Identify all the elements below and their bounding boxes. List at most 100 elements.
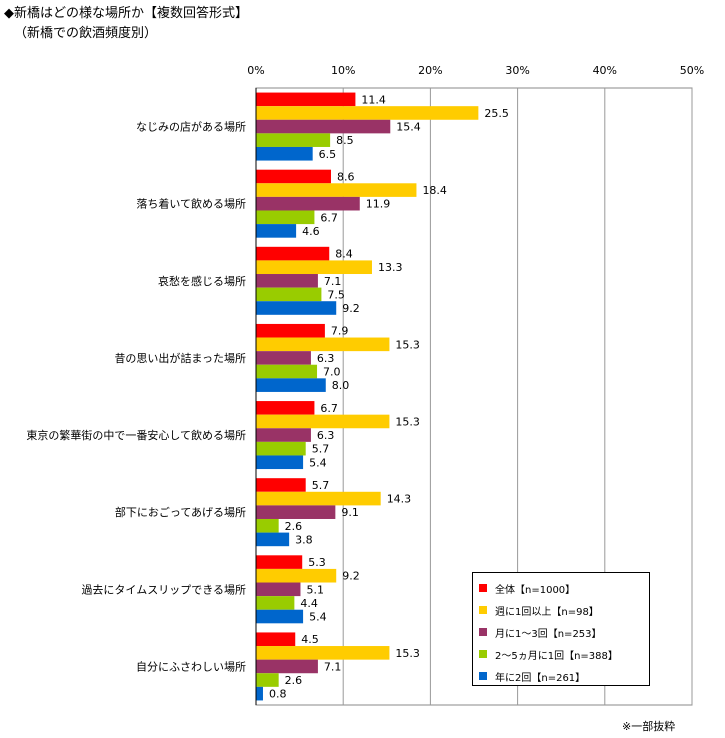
x-tick-label: 30% <box>505 64 529 77</box>
chart-subtitle: （新橋での飲酒頻度別） <box>14 26 158 41</box>
bar <box>256 632 296 647</box>
data-label: 6.7 <box>320 211 338 224</box>
legend-swatch <box>479 650 487 658</box>
bar <box>256 133 331 147</box>
bar <box>256 532 290 547</box>
x-tick-label: 50% <box>680 64 704 77</box>
bar <box>256 555 303 569</box>
bar <box>256 568 337 583</box>
bar <box>256 260 372 275</box>
data-label: 5.3 <box>308 556 326 569</box>
data-label: 2.6 <box>285 674 303 687</box>
category-label: 哀愁を感じる場所 <box>158 274 246 288</box>
legend-item: 全体【n=1000】 <box>479 577 649 599</box>
data-label: 11.9 <box>366 198 391 211</box>
data-label: 15.3 <box>395 338 420 351</box>
bar <box>256 596 295 610</box>
data-label: 4.6 <box>302 225 320 238</box>
legend-label: 全体【n=1000】 <box>495 584 576 596</box>
legend-swatch <box>479 606 487 614</box>
data-label: 11.4 <box>361 93 386 106</box>
bar <box>256 455 304 470</box>
chart-legend: 全体【n=1000】週に1回以上【n=98】 月に1～3回【n=253】 2～5ヵ月… <box>472 572 650 686</box>
data-label: 15.3 <box>395 415 420 428</box>
data-label: 15.3 <box>395 647 420 660</box>
data-label: 14.3 <box>387 493 412 506</box>
legend-swatch <box>479 672 487 680</box>
x-tick-label: 20% <box>418 64 442 77</box>
data-label: 5.1 <box>306 583 324 596</box>
data-label: 9.2 <box>342 570 360 583</box>
data-label: 6.7 <box>320 402 338 415</box>
data-label: 8.5 <box>336 134 354 147</box>
x-tick-label: 0% <box>247 64 264 77</box>
bar <box>256 146 313 161</box>
bar <box>256 582 301 597</box>
bar <box>256 491 381 506</box>
data-label: 6.3 <box>317 352 335 365</box>
legend-item: 2～5ヵ月に1回【n=388】 <box>479 643 649 665</box>
bar <box>256 106 479 120</box>
data-label: 5.4 <box>309 456 327 469</box>
category-label: 過去にタイムスリップできる場所 <box>81 583 246 596</box>
data-label: 3.8 <box>295 533 313 546</box>
data-label: 6.3 <box>317 429 335 442</box>
data-label: 25.5 <box>484 107 509 120</box>
category-label: 落ち着いて飲める場所 <box>136 197 246 211</box>
bar <box>256 351 311 365</box>
bar <box>256 659 318 674</box>
data-label: 8.4 <box>335 248 353 261</box>
bar <box>256 505 336 519</box>
bar <box>256 274 318 288</box>
bar <box>256 224 297 238</box>
data-label: 15.4 <box>396 121 421 134</box>
category-label: 自分にふさわしい場所 <box>136 660 246 673</box>
category-label: 東京の繁華街の中で一番安心して飲める場所 <box>26 428 246 442</box>
legend-label: 月に1～3回【n=253】 <box>495 628 602 640</box>
data-label: 18.4 <box>422 184 447 197</box>
chart-title: ◆新橋はどの様な場所か【複数回答形式】 <box>4 6 248 21</box>
legend-item: 週に1回以上【n=98】 <box>479 599 649 621</box>
legend-item: 年に2回【n=261】 <box>479 665 649 687</box>
bar <box>256 378 326 392</box>
bar <box>256 673 279 687</box>
bar <box>256 92 356 107</box>
data-label: 9.2 <box>342 302 360 315</box>
data-label: 4.5 <box>301 633 319 646</box>
bar <box>256 428 311 442</box>
bar <box>256 169 331 184</box>
bar <box>256 196 360 211</box>
bar <box>256 609 304 624</box>
bar <box>256 518 279 533</box>
bar <box>256 301 337 315</box>
bar <box>256 246 330 261</box>
data-label: 5.7 <box>312 443 330 456</box>
bar <box>256 364 318 379</box>
bar <box>256 646 390 660</box>
x-tick-label: 10% <box>331 64 355 77</box>
data-label: 7.1 <box>324 275 342 288</box>
bar <box>256 401 315 415</box>
data-label: 8.6 <box>337 170 355 183</box>
category-label: 部下におごってあげる場所 <box>115 505 246 519</box>
category-label: なじみの店がある場所 <box>136 120 246 134</box>
bar <box>256 119 391 134</box>
footnote: ※一部抜粋 <box>622 720 676 733</box>
data-label: 4.4 <box>300 597 318 610</box>
bar <box>256 414 390 429</box>
legend-swatch <box>479 584 487 592</box>
bar <box>256 441 306 456</box>
data-label: 7.0 <box>323 366 341 379</box>
legend-item: 月に1～3回【n=253】 <box>479 621 649 643</box>
legend-label: 週に1回以上【n=98】 <box>495 606 599 618</box>
bar <box>256 210 315 225</box>
bar <box>256 686 263 701</box>
data-label: 2.6 <box>285 520 303 533</box>
data-label: 8.0 <box>332 379 350 392</box>
bar <box>256 323 325 338</box>
bar <box>256 337 390 352</box>
bar <box>256 478 306 492</box>
data-label: 6.5 <box>319 148 337 161</box>
category-label: 昔の思い出が詰まった場所 <box>114 351 246 365</box>
data-label: 0.8 <box>269 688 287 701</box>
